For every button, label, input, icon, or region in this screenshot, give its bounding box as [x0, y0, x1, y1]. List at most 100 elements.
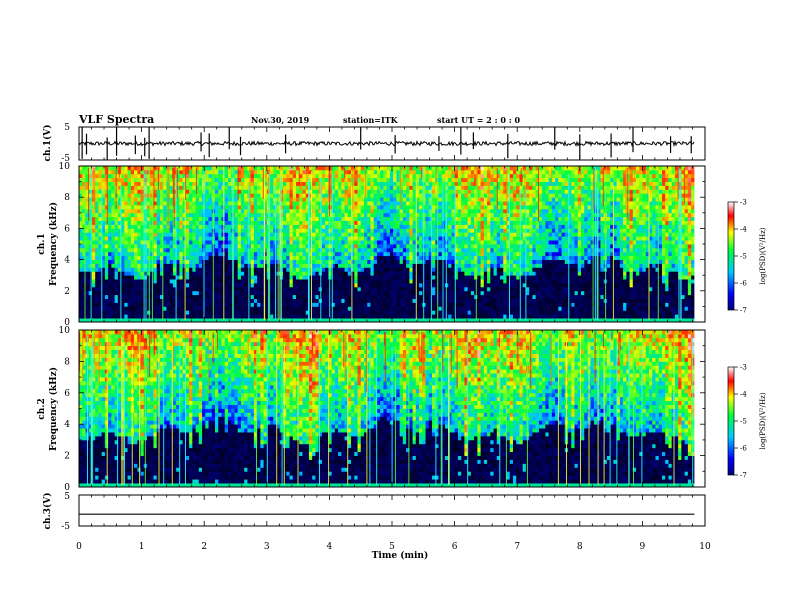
spectrogram-cell: [389, 286, 394, 292]
spectrogram-cell: [192, 236, 196, 241]
spectrogram-cell: [257, 314, 261, 319]
spectrogram-cell: [376, 251, 381, 257]
spectrogram-cell: [448, 236, 452, 241]
spectrogram-cell: [347, 271, 352, 276]
spectrogram-cell: [457, 314, 462, 319]
spectrogram-cell: [189, 201, 193, 206]
spectrogram-cell: [176, 290, 180, 296]
spectrogram-cell: [292, 306, 297, 311]
spectrogram-cell: [347, 286, 352, 292]
spectrogram-cell: [396, 318, 401, 323]
spectrogram-cell: [124, 201, 128, 206]
spectrogram-cell: [198, 275, 203, 280]
spectrogram-cell: [451, 244, 456, 249]
spectrogram-cell: [354, 271, 358, 276]
spectrogram-cell: [218, 173, 222, 179]
spectrogram-cell: [234, 173, 239, 179]
spectrogram-cell: [205, 298, 209, 303]
spectrogram-cell: [454, 181, 459, 186]
spectrogram-cell: [406, 193, 410, 198]
spectrogram-cell: [88, 185, 93, 190]
spectrogram-cell: [260, 255, 265, 260]
spectrogram-cell: [457, 251, 462, 257]
spectrogram-cell: [250, 259, 255, 264]
spectrogram-cell: [108, 255, 112, 260]
spectrogram-cell: [383, 279, 388, 284]
spectrogram-cell: [441, 224, 446, 229]
spectrogram-cell: [111, 251, 116, 257]
spectrogram-cell: [299, 318, 303, 323]
spectrogram-cell: [156, 286, 161, 292]
spectrogram-cell: [88, 298, 93, 303]
spectrogram-cell: [270, 193, 274, 198]
spectrogram-cell: [393, 185, 397, 190]
spectrogram-cell: [386, 216, 391, 221]
spectrogram-cell: [341, 286, 345, 292]
spectrogram-cell: [428, 298, 433, 303]
spectrogram-cell: [159, 286, 164, 292]
spectrogram-cell: [257, 236, 261, 241]
spectrogram-cell: [331, 208, 336, 214]
spectrogram-cell: [98, 286, 103, 292]
spectrogram-cell: [153, 302, 158, 307]
spectrogram-cell: [357, 181, 362, 186]
spectrogram-cell: [169, 271, 174, 276]
spectrogram-cell: [438, 236, 443, 241]
spectrogram-cell: [328, 318, 333, 323]
spectrogram-cell: [464, 298, 469, 303]
spectrogram-cell: [198, 189, 203, 194]
spectrogram-cell: [79, 181, 83, 186]
spectrogram-cell: [189, 290, 193, 296]
spectrogram-cell: [354, 251, 358, 257]
spectrogram-cell: [344, 271, 349, 276]
spectrogram-cell: [354, 298, 358, 303]
spectrogram-cell: [208, 290, 213, 296]
spectrogram-cell: [376, 247, 381, 253]
spectrogram-cell: [114, 271, 119, 276]
spectrogram-cell: [250, 251, 255, 257]
spectrogram-cell: [182, 212, 187, 218]
spectrogram-cell: [389, 193, 394, 198]
spectrogram-cell: [250, 197, 255, 202]
spectrogram-cell: [195, 255, 200, 260]
spectrogram-cell: [195, 267, 200, 272]
spectrogram-cell: [454, 275, 459, 280]
spectrogram-cell: [370, 189, 375, 194]
spectrogram-cell: [415, 271, 420, 276]
spectrogram-cell: [402, 310, 407, 315]
spectrogram-cell: [315, 212, 320, 218]
spectrogram-cell: [124, 181, 128, 186]
spectrogram-cell: [182, 240, 187, 245]
spectrogram-cell: [315, 224, 320, 229]
spectrogram-cell: [415, 298, 420, 303]
spectrogram-cell: [402, 298, 407, 303]
spectrogram-cell: [347, 255, 352, 260]
spectrogram-cell: [101, 275, 106, 280]
spectrogram-cell: [111, 244, 116, 249]
spectrogram-cell: [169, 201, 174, 206]
spectrogram-cell: [286, 232, 290, 237]
spectrogram-cell: [137, 271, 141, 276]
spectrogram-cell: [253, 255, 258, 260]
spectrogram-cell: [308, 224, 313, 229]
spectrogram-cell: [185, 177, 190, 182]
spectrogram-cell: [354, 267, 358, 272]
spectrogram-cell: [454, 244, 459, 249]
spectrogram-cell: [406, 205, 410, 210]
spectrogram-cell: [286, 216, 290, 221]
spectrogram-cell: [351, 240, 355, 245]
spectrogram-cell: [137, 181, 141, 186]
spectrogram-cell: [325, 286, 329, 292]
spectrogram-cell: [179, 236, 184, 241]
spectrogram-cell: [299, 240, 303, 245]
spectrogram-cell: [101, 169, 106, 175]
spectrogram-cell: [104, 189, 109, 194]
spectrogram-cell: [432, 255, 436, 260]
spectrogram-cell: [357, 166, 362, 171]
spectrogram-cell: [208, 283, 213, 288]
spectrogram-cell: [360, 244, 365, 249]
spectrogram-cell: [289, 201, 294, 206]
spectrogram-cell: [373, 181, 378, 186]
spectrogram-cell: [432, 259, 436, 264]
spectrogram-cell: [321, 255, 326, 260]
